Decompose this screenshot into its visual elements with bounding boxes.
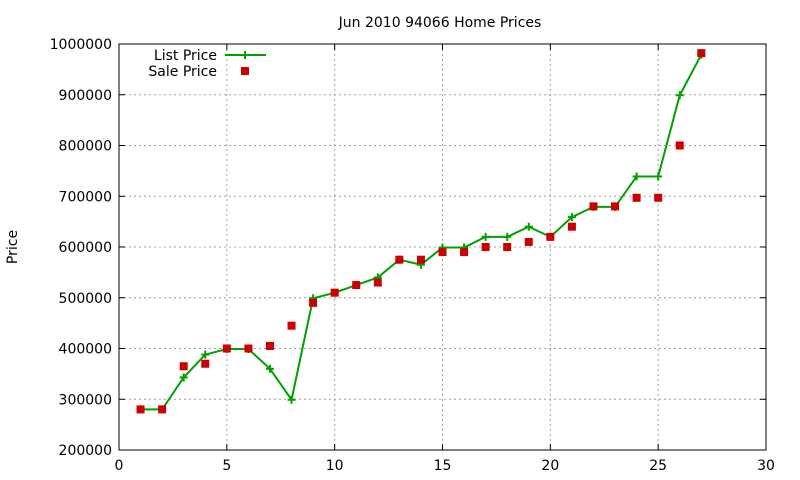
list-price-point <box>675 91 684 100</box>
y-tick-label: 900000 <box>59 88 112 104</box>
sale-price-point <box>567 222 576 231</box>
legend-label: Sale Price <box>148 64 217 80</box>
sale-price-point <box>265 341 274 350</box>
sale-price-point <box>330 288 339 297</box>
sale-price-point <box>611 202 620 211</box>
y-axis-label: Price <box>5 230 21 264</box>
list-price-point <box>632 172 641 181</box>
chart-title: Jun 2010 94066 Home Prices <box>338 15 542 31</box>
sale-price-point <box>416 255 425 264</box>
x-tick-label: 15 <box>434 458 452 474</box>
x-tick-label: 25 <box>649 458 667 474</box>
y-tick-label: 500000 <box>59 291 112 307</box>
sale-price-point <box>373 278 382 287</box>
sale-price-point <box>675 141 684 150</box>
legend-plus-marker <box>241 51 249 59</box>
y-tick-label: 200000 <box>59 443 112 459</box>
sale-price-point <box>201 359 210 368</box>
list-price-point <box>654 172 663 181</box>
sale-price-point <box>438 248 447 257</box>
sale-price-point <box>136 405 145 414</box>
sale-price-point <box>632 193 641 202</box>
list-price-point <box>265 364 274 373</box>
y-tick-label: 800000 <box>59 139 112 155</box>
sale-price-point <box>481 243 490 251</box>
list-price-point <box>287 395 296 404</box>
ticks: 0 5 10 15 20 25 30 200000 300000 400000 500000 6000… <box>50 37 775 474</box>
x-tick-label: 5 <box>222 458 231 474</box>
list-price-point <box>567 213 576 222</box>
sale-price-point <box>546 232 555 241</box>
legend-square-swatch <box>241 67 249 75</box>
sale-price-point <box>460 248 469 257</box>
x-tick-label: 30 <box>757 458 775 474</box>
list-price-point <box>481 232 490 241</box>
x-tick-label: 20 <box>541 458 559 474</box>
y-tick-label: 1000000 <box>50 37 112 53</box>
list-price-point <box>201 350 210 359</box>
list-price-line <box>140 54 703 411</box>
sale-price-point <box>524 237 533 246</box>
sale-price-point <box>287 321 296 330</box>
y-tick-label: 400000 <box>59 342 112 358</box>
series-list-price <box>136 50 706 414</box>
y-tick-label: 300000 <box>59 392 112 408</box>
sale-price-point <box>697 49 706 58</box>
sale-price-point <box>309 298 318 307</box>
sale-price-point <box>503 243 512 251</box>
list-price-point <box>503 232 512 241</box>
y-tick-label: 700000 <box>59 189 112 205</box>
list-price-point <box>179 373 188 382</box>
list-price-point <box>524 222 533 231</box>
sale-price-point <box>589 202 598 211</box>
sale-price-point <box>244 344 253 353</box>
sale-price-point <box>158 405 167 414</box>
legend-label: List Price <box>154 48 217 64</box>
x-tick-label: 0 <box>115 458 124 474</box>
series-layer <box>136 49 706 414</box>
x-tick-label: 10 <box>326 458 344 474</box>
sale-price-point <box>222 344 231 353</box>
sale-price-point <box>395 255 404 264</box>
y-tick-label: 600000 <box>59 240 112 256</box>
sale-price-point <box>179 362 188 371</box>
series-sale-price <box>136 49 706 414</box>
sale-price-point <box>352 281 361 290</box>
sale-price-point <box>654 193 663 202</box>
